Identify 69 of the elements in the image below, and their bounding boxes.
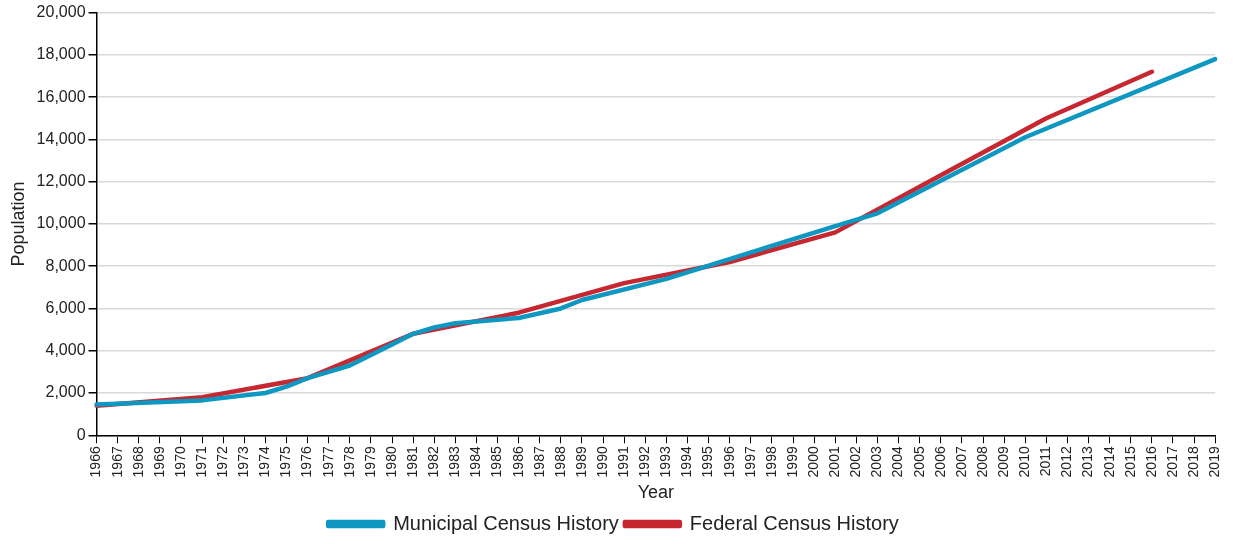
x-tick-label: 1999: [783, 446, 800, 478]
y-tick-label: 12,000: [36, 172, 86, 190]
x-tick-label: 2002: [847, 446, 864, 478]
x-tick-label: 1966: [87, 446, 104, 478]
x-tick-label: 2003: [868, 446, 885, 478]
x-tick-label: 2004: [889, 446, 906, 478]
x-tick-label: 1982: [425, 446, 442, 478]
y-axis-title: Population: [7, 181, 28, 267]
y-tick-label: 0: [76, 425, 86, 443]
x-tick-label: 1984: [467, 446, 484, 478]
x-tick-label: 1990: [593, 446, 610, 478]
x-tick-label: 1992: [636, 446, 653, 478]
x-tick-label: 2019: [1206, 446, 1223, 478]
x-tick-label: 2013: [1079, 446, 1096, 478]
x-tick-label: 1993: [657, 446, 674, 478]
x-tick-label: 2011: [1037, 446, 1054, 477]
x-axis-title: Year: [637, 482, 675, 503]
x-tick-label: 1973: [235, 446, 252, 478]
y-tick-label: 14,000: [36, 129, 86, 147]
legend-label: Federal Census History: [689, 511, 899, 534]
x-tick-label: 1987: [530, 446, 547, 478]
x-tick-label: 1967: [108, 446, 125, 478]
x-tick-label: 1968: [129, 446, 146, 478]
x-tick-label: 2008: [973, 446, 990, 478]
x-tick-label: 1977: [319, 446, 336, 478]
x-tick-label: 1983: [446, 446, 463, 478]
x-tick-label: 1991: [615, 446, 632, 478]
x-tick-label: 2009: [994, 446, 1011, 478]
legend-label: Municipal Census History: [393, 511, 619, 534]
x-tick-label: 2018: [1184, 446, 1201, 478]
x-tick-label: 1976: [298, 446, 315, 478]
x-tick-label: 1980: [382, 446, 399, 478]
x-tick-label: 1974: [256, 446, 273, 478]
x-tick-label: 1996: [720, 446, 737, 478]
x-tick-label: 1997: [741, 446, 758, 478]
y-tick-label: 16,000: [36, 87, 86, 105]
x-tick-label: 1969: [150, 446, 167, 478]
x-tick-label: 1978: [340, 446, 357, 478]
x-tick-label: 1985: [488, 446, 505, 478]
x-tick-label: 2001: [826, 446, 843, 478]
x-tick-label: 1981: [404, 446, 420, 478]
y-tick-label: 10,000: [36, 214, 86, 232]
y-tick-label: 20,000: [36, 3, 86, 21]
x-tick-label: 1972: [214, 446, 231, 478]
x-tick-label: 2007: [952, 446, 969, 478]
x-tick-label: 2006: [931, 446, 948, 478]
y-tick-label: 18,000: [36, 45, 86, 63]
x-tick-label: 1989: [572, 446, 589, 478]
x-tick-label: 1979: [361, 446, 378, 478]
x-tick-label: 2000: [805, 446, 822, 478]
y-tick-label: 6,000: [45, 298, 86, 316]
x-tick-label: 1986: [509, 446, 526, 478]
x-tick-label: 1994: [678, 446, 695, 478]
x-tick-label: 2015: [1121, 446, 1138, 478]
x-tick-label: 1998: [762, 446, 779, 478]
x-tick-label: 1970: [171, 446, 188, 478]
x-tick-label: 2010: [1016, 446, 1033, 478]
x-tick-label: 1975: [277, 446, 294, 478]
x-tick-label: 2016: [1142, 446, 1159, 478]
x-tick-label: 2005: [910, 446, 927, 478]
x-tick-label: 1995: [699, 446, 716, 478]
y-tick-label: 4,000: [45, 341, 86, 359]
x-tick-label: 1971: [192, 446, 209, 478]
x-tick-label: 2017: [1163, 446, 1180, 478]
y-tick-label: 2,000: [45, 383, 86, 401]
y-tick-label: 8,000: [45, 256, 86, 274]
x-tick-label: 2012: [1058, 446, 1075, 478]
x-tick-label: 2014: [1100, 446, 1117, 478]
x-tick-label: 1988: [551, 446, 568, 478]
